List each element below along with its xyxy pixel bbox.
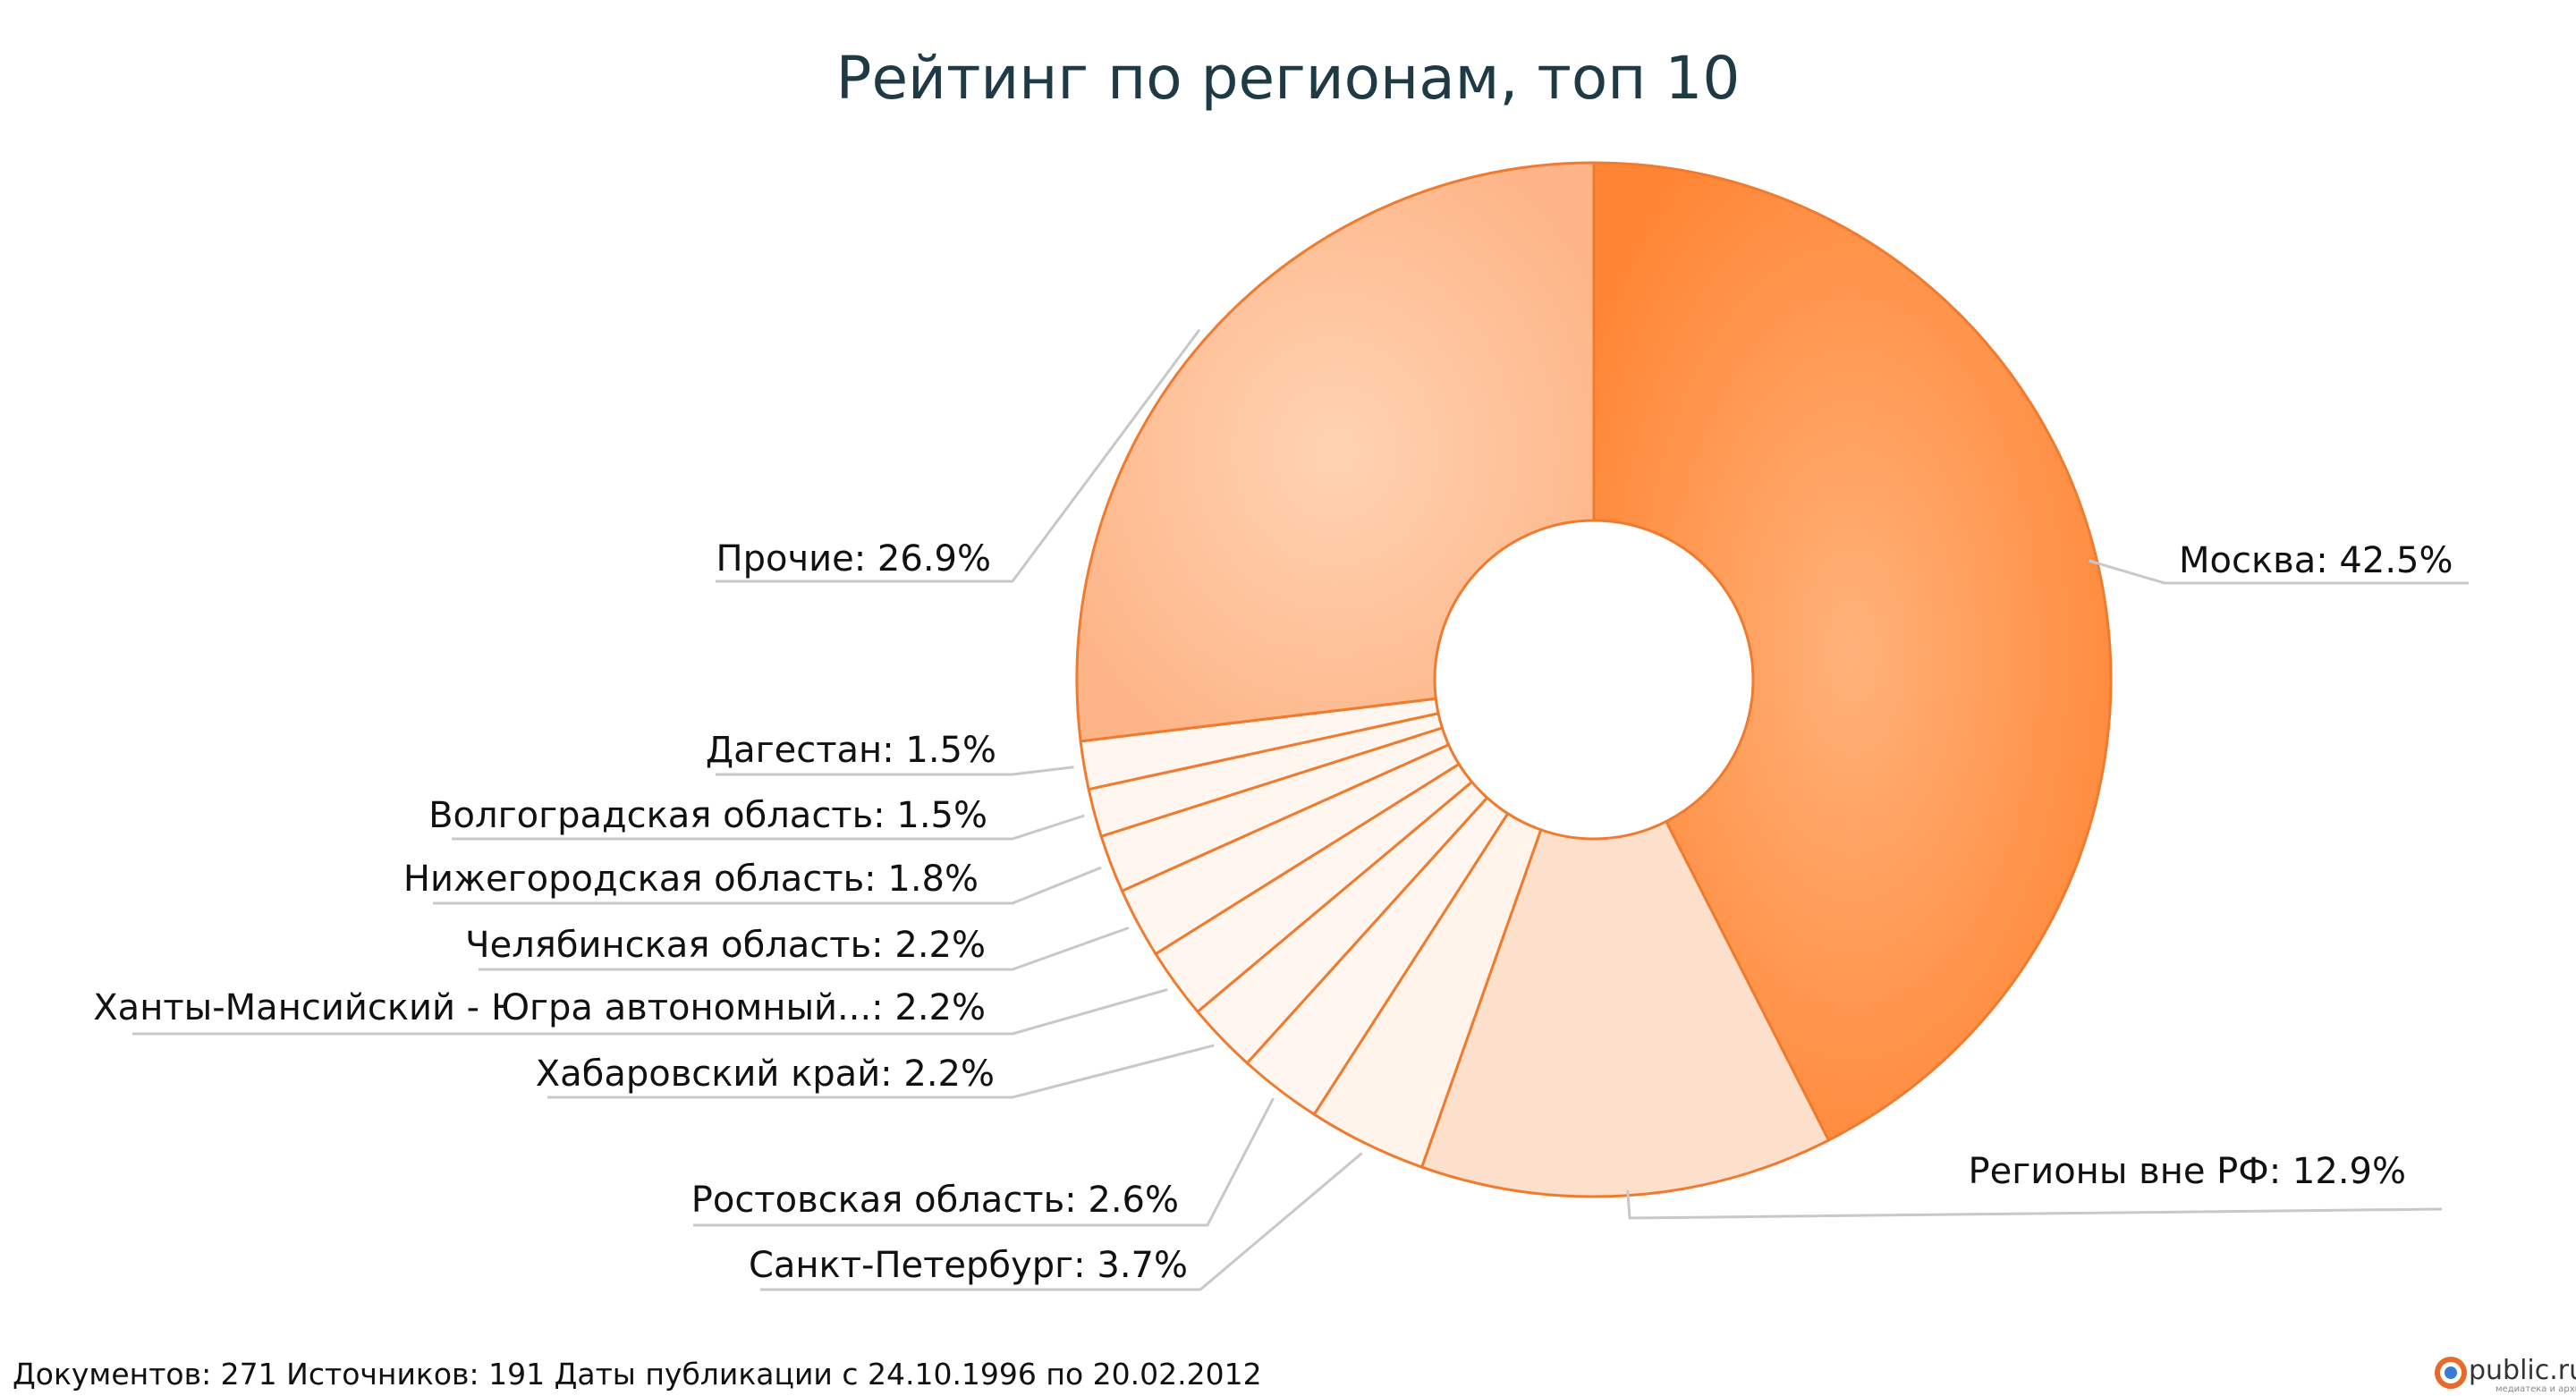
leader-line-3 [760, 1152, 1363, 1291]
chart-title: Рейтинг по регионам, топ 10 [836, 44, 1741, 113]
slice-label-8: Нижегородская область: 1.8% [403, 859, 979, 900]
footer-stats: Документов: 271 Источников: 191 Даты пуб… [13, 1357, 1262, 1392]
slice-label-1: Москва: 42.5% [2179, 540, 2453, 581]
logo-icon [2435, 1357, 2467, 1389]
slice-labels: Москва: 42.5% Регионы вне РФ: 12.9% Санкт-… [93, 538, 2453, 1286]
slice-label-5: Хабаровский край: 2.2% [536, 1053, 995, 1095]
pie-slice-1 [1592, 161, 2113, 1143]
logo-tagline: медиатека и архив [2496, 1384, 2576, 1394]
leader-line-2 [1626, 1189, 2443, 1220]
leader-line-11 [716, 328, 1201, 583]
logo-text: public.ru [2469, 1355, 2576, 1386]
public-ru-logo: public.ru медиатека и архив [2435, 1355, 2576, 1394]
leader-lines [132, 328, 2469, 1291]
slice-label-7: Челябинская область: 2.2% [465, 925, 986, 966]
pie-slice-11 [1075, 161, 1596, 743]
leader-line-10 [716, 766, 1074, 776]
slice-label-9: Волгоградская область: 1.5% [428, 795, 987, 836]
leader-line-1 [2089, 559, 2469, 585]
leader-line-6 [132, 988, 1168, 1036]
leader-line-5 [547, 1044, 1215, 1099]
slice-label-10: Дагестан: 1.5% [706, 730, 996, 771]
slice-label-11: Прочие: 26.9% [716, 538, 991, 580]
leader-line-7 [479, 926, 1130, 971]
slice-label-4: Ростовская область: 2.6% [691, 1180, 1179, 1221]
slice-label-6: Ханты-Мансийский - Югра автономный...: 2… [93, 987, 986, 1028]
leader-line-4 [693, 1097, 1275, 1227]
pie-slices [1075, 161, 2113, 1198]
slice-label-3: Санкт-Петербург: 3.7% [749, 1245, 1188, 1286]
pie-slice-2 [1419, 819, 1831, 1198]
leader-line-8 [433, 866, 1102, 905]
slice-label-2: Регионы вне РФ: 12.9% [1968, 1151, 2406, 1192]
leader-line-9 [452, 814, 1085, 841]
